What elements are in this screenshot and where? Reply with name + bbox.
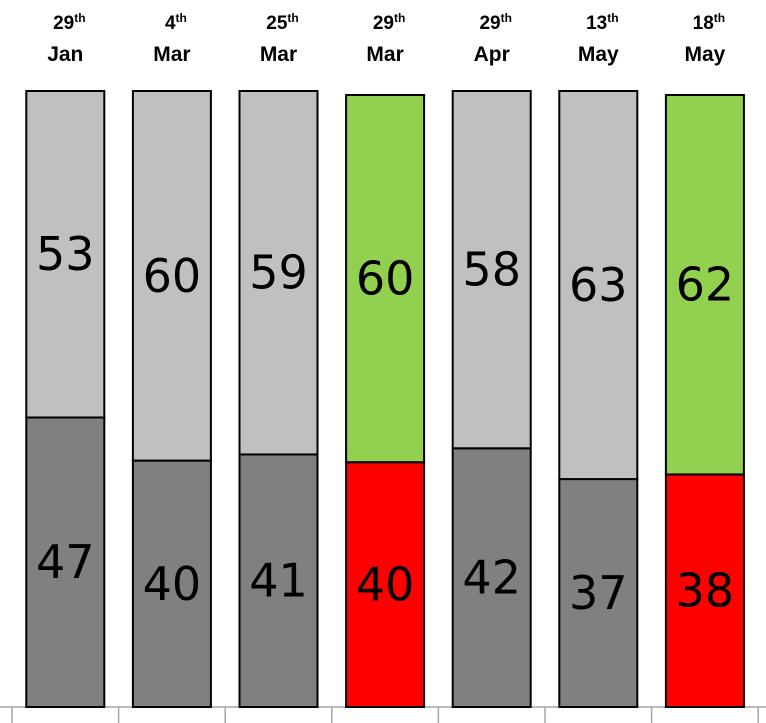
bar-bottom-segment [238, 453, 319, 708]
bar-top-value-label: 53 [36, 227, 95, 281]
bar-top-segment [238, 90, 319, 456]
category-day-label: 25th [266, 11, 298, 34]
category-day-suffix: th [501, 11, 512, 25]
bar-top-segment [345, 94, 426, 464]
category-month-label: May [684, 43, 725, 66]
category-month-label: Mar [260, 43, 297, 66]
category-month-label: May [578, 43, 619, 66]
bar-top-value-label: 62 [676, 258, 735, 312]
category-day-suffix: th [394, 11, 405, 25]
bar-bottom-value-label: 40 [356, 558, 415, 612]
category-month-label: Apr [474, 43, 510, 66]
bar-top-value-label: 60 [356, 252, 415, 306]
bar-top-segment [451, 90, 532, 450]
category-day-suffix: th [287, 11, 298, 25]
category-day-label: 18th [693, 11, 725, 34]
category-day-suffix: th [714, 11, 725, 25]
category-day-label: 29th [373, 11, 405, 34]
bar-top-value-label: 63 [569, 258, 628, 312]
category-day-suffix: th [176, 11, 187, 25]
bar-top-segment [558, 90, 639, 481]
bar-bottom-value-label: 37 [569, 566, 628, 620]
bar-top-value-label: 60 [143, 249, 202, 303]
category-month-label: Mar [366, 43, 403, 66]
bar-bottom-value-label: 41 [249, 554, 308, 608]
bar-bottom-segment [451, 447, 532, 708]
bar-bottom-value-label: 42 [462, 551, 521, 605]
category-day-label: 29th [479, 11, 511, 34]
bar-bottom-value-label: 38 [676, 564, 735, 618]
category-day-label: 4th [165, 11, 187, 34]
bar-bottom-value-label: 40 [143, 557, 202, 611]
category-month-label: Jan [47, 43, 83, 66]
category-day-label: 13th [586, 11, 618, 34]
bar-top-segment [131, 90, 212, 462]
bar-top-segment [664, 94, 745, 476]
category-month-label: Mar [153, 43, 190, 66]
bar-bottom-segment [25, 416, 106, 708]
bar-bottom-value-label: 47 [36, 535, 95, 589]
category-day-suffix: th [74, 11, 85, 25]
bar-top-segment [25, 90, 106, 419]
bar-top-value-label: 59 [249, 246, 308, 300]
category-day-label: 29th [53, 11, 85, 34]
bar-top-value-label: 58 [462, 243, 521, 297]
category-day-suffix: th [607, 11, 618, 25]
